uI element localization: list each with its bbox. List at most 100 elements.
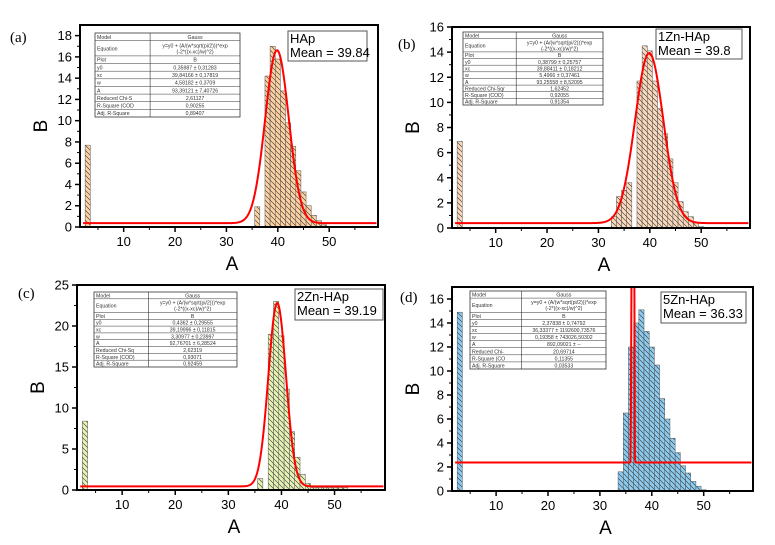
x-tick-label: 30	[591, 235, 605, 250]
histogram-bar	[273, 301, 280, 491]
table-cell-value: 20,69714	[553, 349, 575, 355]
y-tick-label: 14	[430, 45, 444, 60]
table-cell-value: 0,03533	[554, 363, 573, 369]
y-tick-label: 12	[58, 92, 72, 107]
table-cell-value: y=y0 + (A/(w*sqrt(pi/2)))*exp (-2*((x-xc)…	[531, 300, 597, 312]
histogram-bar	[659, 398, 666, 492]
panel-label: (a)	[10, 30, 27, 46]
table-cell-value: 39,84166 ± 0,17819	[172, 73, 218, 79]
equation-line-2: (-2*((x-xc)/w)^2)	[177, 49, 214, 55]
y-tick-label: 10	[58, 113, 72, 128]
legend-sample-name: HAp	[290, 31, 315, 46]
table-cell-key: w	[97, 81, 101, 87]
x-tick-label: 40	[645, 498, 659, 513]
histogram-bar	[278, 335, 285, 491]
table-cell-key: Plot	[472, 314, 481, 320]
equation-line-1: y=y0 + (A/(w*sqrt(pi/2)))*exp	[160, 301, 226, 307]
table-border	[469, 290, 607, 370]
x-tick-label: 50	[322, 234, 336, 249]
legend-sample-name: 5Zn-HAp	[663, 292, 715, 307]
histogram-bar	[623, 412, 629, 492]
table-cell-value: B	[558, 53, 562, 59]
gauss-fit-curve	[83, 49, 377, 225]
y-tick-label: 16	[430, 292, 444, 307]
y-tick-label: 10	[430, 95, 444, 110]
x-tick-label: 20	[541, 498, 555, 513]
y-tick-label: 4	[65, 177, 72, 192]
y-tick-label: 14	[58, 71, 72, 86]
table-cell-key: Equation	[472, 303, 493, 309]
y-tick-label: 6	[65, 156, 72, 171]
table-cell-value: 36,33377 ± 1192600,73576	[532, 328, 595, 334]
x-tick-label: 30	[221, 497, 235, 512]
table-cell-key: w	[96, 334, 100, 340]
panel-label: (c)	[18, 286, 35, 302]
y-tick-label: 0	[437, 484, 444, 499]
equation-line-2: (-2*((x-xc)/w)^2)	[541, 46, 578, 52]
panel-b: 10 20 30 40 50 0 2 4 6 8 10 12 14 16 A B (b) 1Zn-HApMean …	[398, 20, 751, 276]
table-cell-key: R-Square (CO	[472, 356, 505, 362]
table-cell-value: 0,92055	[550, 93, 569, 99]
y-axis-title: B	[403, 121, 424, 134]
y-tick-label: 8	[437, 120, 444, 135]
table-cell-key: Model	[97, 35, 111, 41]
table-cell-key: y0	[96, 321, 102, 327]
x-tick-label: 40	[643, 235, 657, 250]
table-cell-key: Adj. R-Square	[465, 100, 498, 106]
table-cell-key: Reduced Chi-S	[97, 96, 133, 102]
table-cell-value: y=y0 + (A/(w*sqrt(pi/2)))*exp (-2*((x-xc)…	[162, 43, 228, 55]
histogram-bar	[626, 182, 633, 229]
table-cell-value: 0,91354	[550, 100, 569, 106]
panel-label: (d)	[400, 290, 418, 306]
table-cell-value: 93,25558 ± 8,52095	[537, 80, 583, 86]
table-cell-key: A	[472, 342, 476, 348]
x-tick-label: 50	[694, 235, 708, 250]
x-tick-label: 10	[116, 234, 130, 249]
x-tick-label: 10	[115, 497, 129, 512]
y-tick-label: 15	[55, 360, 69, 375]
y-tick-label: 8	[437, 388, 444, 403]
y-axis-title: B	[28, 381, 49, 394]
histogram-bar	[254, 206, 261, 228]
table-cell-value: Gauss	[556, 293, 571, 299]
legend-mean: Mean = 39.84	[290, 45, 370, 60]
x-axis-title: A	[598, 255, 611, 276]
histogram-bar	[674, 452, 681, 492]
table-cell-key: Adj. R-Square	[96, 362, 129, 368]
legend-sample-name: 1Zn-HAp	[658, 29, 710, 44]
table-cell-key: Model	[465, 33, 479, 39]
table-border	[462, 31, 604, 106]
histogram-bar	[685, 472, 691, 492]
y-tick-label: 25	[55, 278, 69, 293]
table-cell-key: Plot	[97, 58, 106, 64]
table-cell-key: Equation	[465, 43, 486, 49]
table-cell-key: Plot	[96, 314, 105, 320]
histogram-bar	[456, 311, 463, 492]
y-tick-label: 0	[437, 221, 444, 236]
histogram-bar	[82, 420, 88, 491]
legend-mean: Mean = 36.33	[663, 306, 743, 321]
y-tick-label: 10	[430, 364, 444, 379]
gauss-fit-curve	[80, 301, 384, 488]
histogram-bar	[617, 471, 624, 492]
panel-label: (b)	[398, 37, 416, 53]
histogram-bar	[638, 309, 645, 492]
table-cell-value: 0,4362 ± 0,29555	[172, 321, 212, 327]
y-axis-title: B	[403, 383, 424, 396]
table-cell-key: xc	[96, 328, 102, 334]
legend-mean: Mean = 39.19	[297, 303, 377, 318]
table-cell-value: B	[562, 314, 566, 320]
table-cell-key: y0	[465, 60, 471, 66]
table-cell-value: 0,38799 ± 0,25757	[538, 60, 581, 66]
table-cell-value: 5,4966 ± 0,37461	[539, 73, 579, 79]
x-axis-title: A	[599, 518, 612, 539]
x-tick-label: 30	[593, 498, 607, 513]
histogram-bar	[280, 90, 286, 228]
table-cell-value: B	[193, 58, 197, 64]
x-tick-label: 50	[327, 497, 341, 512]
histogram-bar	[669, 437, 676, 492]
x-tick-label: 10	[488, 235, 502, 250]
legend-box	[655, 28, 743, 60]
